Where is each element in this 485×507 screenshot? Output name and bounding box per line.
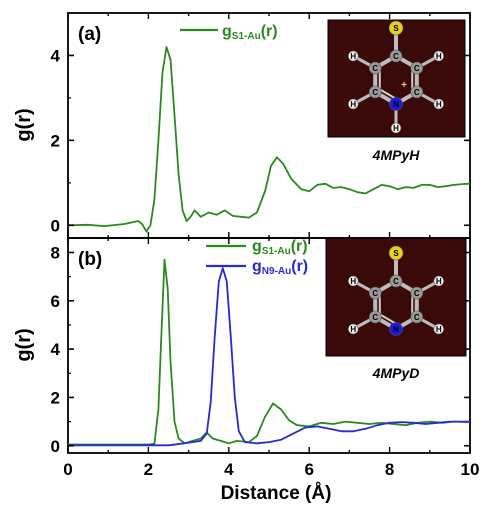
hydrogen-atom-b xyxy=(433,275,445,287)
legend-label-a-s1-main: g xyxy=(222,23,232,40)
x-tick-label: 2 xyxy=(144,460,153,479)
hydrogen-atom-b xyxy=(433,323,445,335)
x-tick-label: 10 xyxy=(461,460,480,479)
hydrogen-atom-b-label: H xyxy=(436,325,442,334)
carbon-atom-a-label: C xyxy=(372,64,378,73)
x-axis-label: Distance (Å) xyxy=(221,483,332,504)
panel-a-y-axis-label: g(r) xyxy=(13,108,35,141)
x-tick-label: 8 xyxy=(385,460,394,479)
hydrogen-atom-b-label: H xyxy=(436,277,442,286)
panel-a-curves xyxy=(67,46,471,233)
carbon-atom-a xyxy=(368,61,382,75)
carbon-atom-a xyxy=(368,85,382,99)
carbon-atom-b xyxy=(389,274,403,288)
hydrogen-atom-a-label: H xyxy=(436,52,442,61)
panel-a-y-ticks: 0 2 4 xyxy=(51,46,470,235)
y-tick-label-a: 2 xyxy=(51,131,60,150)
hydrogen-atom-a-label: H xyxy=(350,100,356,109)
hydrogen-atom-a-label: H xyxy=(350,52,356,61)
carbon-atom-a xyxy=(410,85,424,99)
legend-label-b-n9-sub: N9-Au xyxy=(262,266,291,277)
molecule-double-bond-a xyxy=(379,88,397,100)
hydrogen-atom-a-label: H xyxy=(436,100,442,109)
carbon-atom-b-label: C xyxy=(414,289,420,298)
hydrogen-atom-a xyxy=(433,98,445,110)
carbon-atom-b xyxy=(368,310,382,324)
carbon-atom-b xyxy=(410,310,424,324)
nitrogen-atom-a xyxy=(389,97,403,111)
x-tick-label: 4 xyxy=(224,460,234,479)
panel-b-legend: gS1-Au(r) gN9-Au(r) xyxy=(206,238,308,277)
nitrogen-atom-b-label: N xyxy=(393,325,399,334)
legend-label-b-s1-tail: (r) xyxy=(291,238,308,255)
molecule-double-bond-b xyxy=(379,313,397,325)
molecule-b-structure: S C C C C C N H H H H xyxy=(347,245,445,336)
legend-label-b-s1: gS1-Au(r) xyxy=(252,238,308,257)
x-tick-label: 0 xyxy=(63,460,72,479)
carbon-atom-b-label: C xyxy=(372,289,378,298)
panel-b-y-axis-label: g(r) xyxy=(13,328,35,361)
legend-label-b-s1-main: g xyxy=(252,238,262,255)
y-tick-label-a: 0 xyxy=(51,216,60,235)
panel-a-legend: gS1-Au(r) xyxy=(180,23,278,42)
y-tick-label-b: 4 xyxy=(51,340,61,359)
sulfur-atom-b xyxy=(388,245,404,261)
panel-b-label: (b) xyxy=(78,249,102,270)
legend-label-a-s1-sub: S1-Au xyxy=(232,31,261,42)
series-line-a-0 xyxy=(67,46,471,233)
y-tick-label-b: 0 xyxy=(51,437,60,456)
charge-label-a: + xyxy=(401,80,407,91)
hydrogen-atom-b-label: H xyxy=(350,277,356,286)
sulfur-atom-a-label: S xyxy=(393,24,399,33)
panel-b-y-ticks: 0 2 4 6 8 xyxy=(51,243,470,456)
hydrogen-atom-b-label: H xyxy=(350,325,356,334)
nitrogen-atom-a-label: N xyxy=(393,100,399,109)
sulfur-atom-a xyxy=(388,20,404,36)
series-line-b-1 xyxy=(68,267,470,447)
x-tick-label: 6 xyxy=(304,460,313,479)
hydrogen-atom-a xyxy=(347,98,359,110)
legend-label-b-n9-main: g xyxy=(252,258,262,275)
molecule-a-name: 4MPyH xyxy=(372,147,421,163)
sulfur-atom-b-label: S xyxy=(393,249,399,258)
carbon-atom-b xyxy=(410,286,424,300)
carbon-atom-a xyxy=(410,61,424,75)
molecule-inset-4mpyh: S C C C C C N H H H H H + 4MPyH xyxy=(327,19,466,163)
panel-a-label: (a) xyxy=(78,24,101,45)
hydrogen-atom-a xyxy=(390,122,402,134)
molecule-a-structure: S C C C C C N H H H H H + xyxy=(347,20,445,134)
legend-label-b-s1-sub: S1-Au xyxy=(262,246,291,257)
panel-b-curves xyxy=(68,258,471,447)
legend-label-b-n9: gN9-Au(r) xyxy=(252,258,308,277)
hydrogen-atom-a-label: H xyxy=(393,124,399,133)
carbon-atom-b-label: C xyxy=(393,277,399,286)
carbon-atom-a-label: C xyxy=(372,88,378,97)
molecule-inset-4mpyd: S C C C C C N H H H H 4MPyD xyxy=(325,237,467,381)
hydrogen-atom-b xyxy=(347,323,359,335)
y-tick-label-a: 4 xyxy=(51,46,61,65)
hydrogen-atom-b xyxy=(347,275,359,287)
carbon-atom-b-label: C xyxy=(372,313,378,322)
carbon-atom-b-label: C xyxy=(414,313,420,322)
carbon-atom-a-label: C xyxy=(414,64,420,73)
carbon-atom-a-label: C xyxy=(414,88,420,97)
carbon-atom-a-label: C xyxy=(393,52,399,61)
carbon-atom-a xyxy=(389,49,403,63)
legend-label-a-s1: gS1-Au(r) xyxy=(222,23,278,42)
hydrogen-atom-a xyxy=(433,50,445,62)
nitrogen-atom-b xyxy=(389,322,403,336)
y-tick-label-b: 6 xyxy=(51,292,60,311)
hydrogen-atom-a xyxy=(347,50,359,62)
molecule-b-name: 4MPyD xyxy=(372,365,420,381)
carbon-atom-b xyxy=(368,286,382,300)
y-tick-label-b: 8 xyxy=(51,243,60,262)
legend-label-b-n9-tail: (r) xyxy=(291,258,308,275)
y-tick-label-b: 2 xyxy=(51,388,60,407)
legend-label-a-s1-tail: (r) xyxy=(261,23,278,40)
